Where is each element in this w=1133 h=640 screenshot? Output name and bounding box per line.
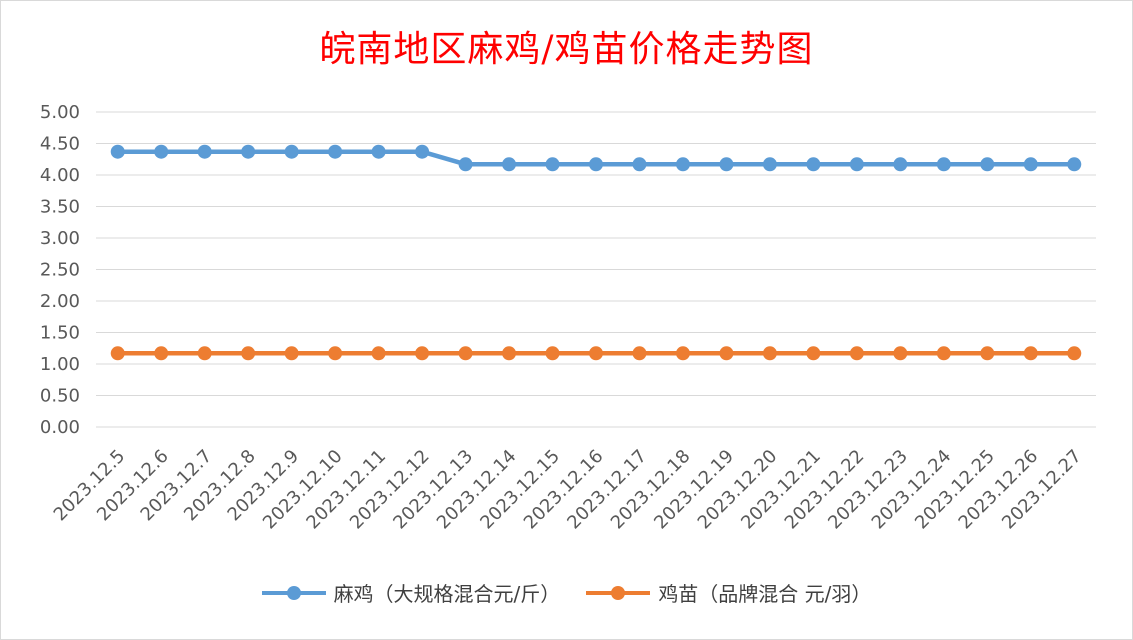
data-point-s1-17 — [849, 157, 864, 172]
data-point-s2-5 — [328, 346, 343, 361]
data-point-s2-19 — [936, 346, 951, 361]
data-point-s1-21 — [1023, 157, 1038, 172]
data-point-s2-6 — [371, 346, 386, 361]
y-tick-label-2: 1.00 — [40, 354, 80, 375]
data-point-s2-16 — [806, 346, 821, 361]
data-point-s2-12 — [632, 346, 647, 361]
legend-swatch-series-2 — [586, 585, 651, 600]
data-point-s1-19 — [936, 157, 951, 172]
data-point-s2-15 — [762, 346, 777, 361]
data-point-s2-7 — [415, 346, 430, 361]
data-point-s2-11 — [589, 346, 603, 361]
y-tick-label-4: 2.00 — [40, 291, 80, 312]
y-tick-label-10: 5.00 — [40, 102, 80, 123]
data-point-s1-16 — [806, 157, 821, 172]
data-point-s1-4 — [284, 144, 299, 159]
y-tick-label-8: 4.00 — [40, 165, 80, 186]
data-point-s1-6 — [371, 144, 386, 159]
y-tick-label-6: 3.00 — [40, 228, 80, 249]
legend-marker-1 — [286, 585, 301, 600]
y-tick-label-5: 2.50 — [40, 260, 80, 281]
legend-label-series-1: 麻鸡（大规格混合元/斤） — [333, 582, 561, 606]
data-point-s2-18 — [893, 346, 908, 361]
data-point-s2-8 — [458, 346, 473, 361]
data-point-s2-14 — [719, 346, 734, 361]
legend-item-series-1: 麻鸡（大规格混合元/斤） — [261, 578, 561, 607]
data-point-s2-10 — [545, 346, 560, 361]
data-point-s2-4 — [284, 346, 299, 361]
data-point-s2-9 — [502, 346, 517, 361]
legend-item-series-2: 鸡苗（品牌混合 元/羽） — [586, 578, 871, 607]
data-point-s2-13 — [675, 346, 690, 361]
data-point-s1-3 — [241, 144, 256, 159]
data-point-s1-20 — [980, 157, 995, 172]
data-point-s1-7 — [415, 144, 430, 159]
y-tick-label-3: 1.50 — [40, 323, 80, 344]
data-point-s1-22 — [1067, 157, 1082, 172]
data-point-s1-1 — [154, 144, 169, 159]
data-point-s2-20 — [980, 346, 995, 361]
data-point-s2-22 — [1067, 346, 1082, 361]
data-point-s1-18 — [893, 157, 908, 172]
data-point-s1-13 — [675, 157, 690, 172]
data-point-s1-0 — [110, 144, 125, 159]
chart-title: 皖南地区麻鸡/鸡苗价格走势图 — [319, 29, 814, 70]
data-point-s1-12 — [632, 157, 647, 172]
y-axis: 0.00 0.50 1.00 1.50 2.00 2.50 3.00 3.50 4.00 4.50… — [40, 102, 80, 438]
data-point-s1-14 — [719, 157, 734, 172]
legend-swatch-series-1 — [261, 585, 326, 600]
data-point-s2-3 — [241, 346, 256, 361]
data-point-s2-17 — [849, 346, 864, 361]
data-point-s1-10 — [545, 157, 560, 172]
data-point-s1-5 — [328, 144, 343, 159]
data-point-s2-0 — [110, 346, 125, 361]
data-point-s1-11 — [589, 157, 603, 172]
data-point-s2-1 — [154, 346, 169, 361]
legend: 麻鸡（大规格混合元/斤） 鸡苗（品牌混合 元/羽） — [0, 578, 1133, 607]
series-group — [110, 144, 1082, 361]
grid-lines — [96, 111, 1096, 428]
x-axis: 2023.12.52023.12.62023.12.72023.12.82023… — [50, 446, 1086, 534]
y-tick-label-1: 0.50 — [40, 386, 80, 407]
data-point-s2-21 — [1023, 346, 1038, 361]
data-point-s2-2 — [197, 346, 212, 361]
data-point-s1-9 — [502, 157, 517, 172]
y-tick-label-7: 3.50 — [40, 197, 80, 218]
y-tick-label-0: 0.00 — [40, 417, 80, 438]
legend-label-series-2: 鸡苗（品牌混合 元/羽） — [658, 582, 872, 606]
legend-marker-2 — [611, 585, 626, 600]
data-point-s1-8 — [458, 157, 473, 172]
data-point-s1-15 — [762, 157, 777, 172]
data-point-s1-2 — [197, 144, 212, 159]
y-tick-label-9: 4.50 — [40, 134, 80, 155]
